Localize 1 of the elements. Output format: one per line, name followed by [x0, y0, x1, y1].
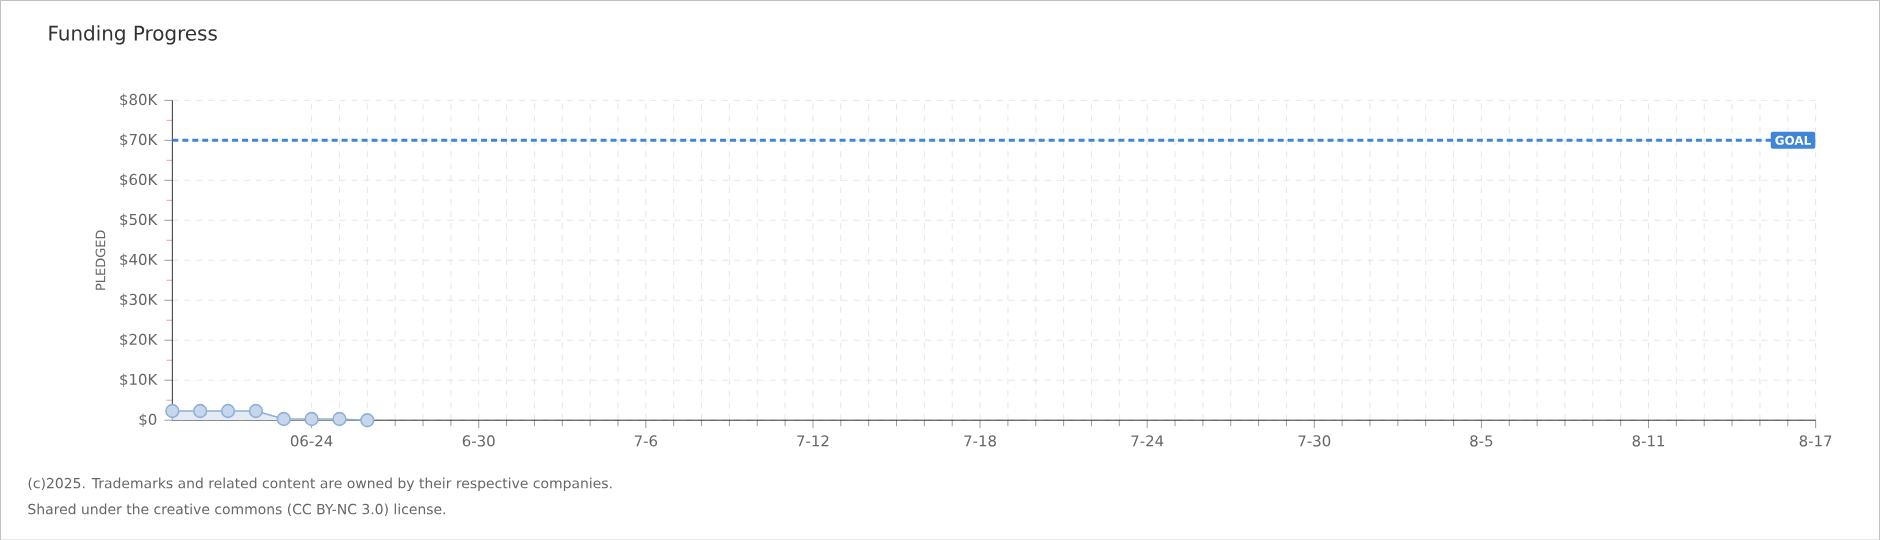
- chart-title: Funding Progress: [49, 24, 217, 45]
